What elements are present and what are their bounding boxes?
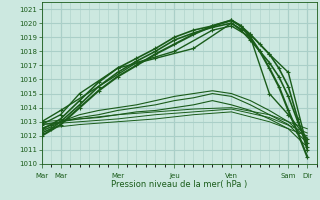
X-axis label: Pression niveau de la mer( hPa ): Pression niveau de la mer( hPa ) — [111, 180, 247, 189]
